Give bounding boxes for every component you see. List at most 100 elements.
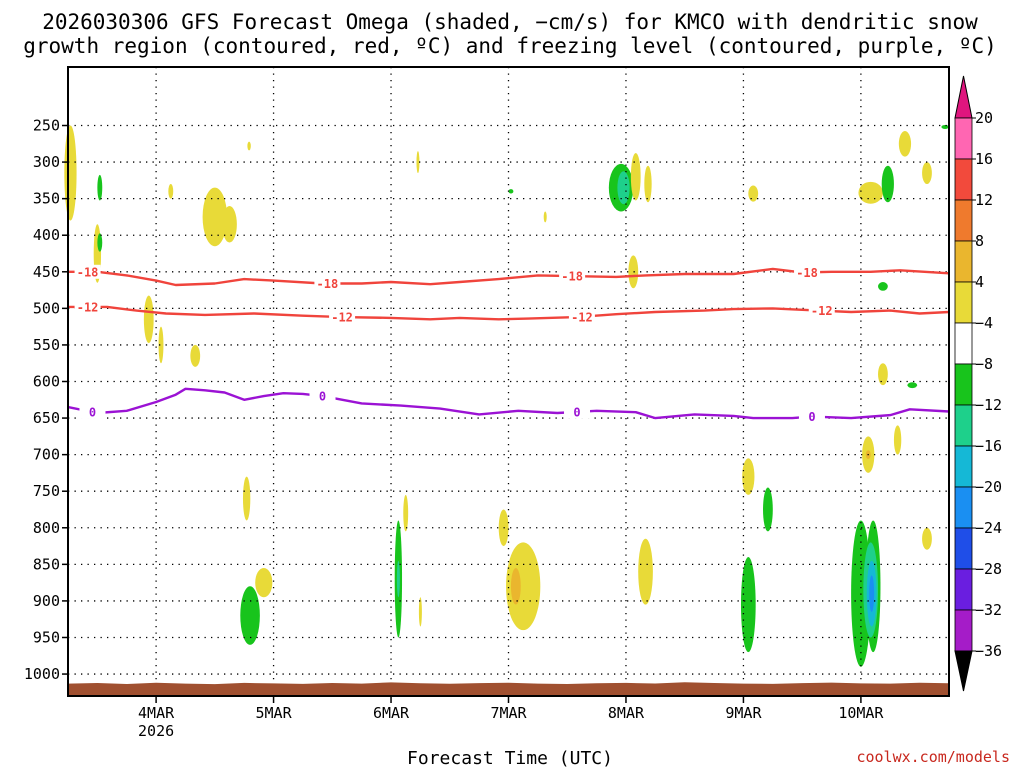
chart-title-line-1: 2026030306 GFS Forecast Omega (shaded, −… [42,10,978,34]
colorbar-band-1 [954,158,973,201]
y-tick-label-300: 300 [33,153,60,171]
omega-patch-19 [748,185,759,202]
omega-patch-44 [763,487,773,532]
y-tick-label-950: 950 [33,628,60,646]
omega-patch-28 [893,425,902,455]
omega-patch-8 [143,295,154,344]
omega-patch-12 [543,211,547,223]
omega-patch-4 [168,184,174,199]
contour-label--18: -18 [796,266,818,280]
contour-label-bg [74,299,101,314]
y-tick-label-800: 800 [33,519,60,537]
colorbar-band-0 [954,117,973,160]
omega-patch-18 [628,255,639,289]
contour-label-bg [798,409,825,424]
contour-label--18: -18 [77,265,99,279]
y-tick-label-700: 700 [33,446,60,464]
contour-label--12: -12 [571,310,593,324]
contour-label-bg [559,269,586,284]
colorbar-band-5 [954,322,973,365]
omega-patch-35 [396,560,400,598]
y-axis-ticks: 250 300 350 400 450 500 550 600 650 700 750 800 850 9… [24,117,68,683]
y-tick-label-500: 500 [33,299,60,317]
contour-label-bg [314,276,341,291]
x-tick-label-10MAR: 10MAR [838,704,884,722]
omega-patch-9 [158,326,164,364]
contour-label--12: -12 [331,311,353,325]
colorbar-band-2 [954,199,973,242]
terrain-layer [68,682,949,696]
colorbar-label: 12 [975,191,993,209]
colorbar-label: 16 [975,150,993,168]
omega-patch-27 [907,382,918,389]
colorbar-label: −24 [975,519,1002,537]
y-tick-label-750: 750 [33,482,60,500]
colorbar-band-12 [954,609,973,652]
y-tick-label-550: 550 [33,336,60,354]
omega-patch-49 [869,575,875,612]
omega-patch-21 [881,165,894,203]
omega-patch-32 [255,568,273,598]
omega-patch-31 [242,476,251,521]
omega-patch-10 [190,344,201,367]
colorbar-band-11 [954,568,973,611]
contour-label-0: 0 [319,390,326,404]
colorbar-label: −32 [975,601,1002,619]
omega-patch-42 [742,458,755,495]
contour-label-bg [79,404,106,419]
omega-patch-7 [247,141,251,151]
x-tick-label-8MAR: 8MAR [608,704,645,722]
omega-patch-33 [240,586,260,645]
colorbar-label: −28 [975,560,1002,578]
colorbar-label: 20 [975,109,993,127]
colorbar-band-3 [954,240,973,283]
colorbar-label: −20 [975,478,1002,496]
x-tick-label-6MAR: 6MAR [373,704,410,722]
colorbar-band-6 [954,363,973,406]
contour-label--18: -18 [561,270,583,284]
omega-patch-0 [64,125,77,221]
contour-label-0: 0 [573,405,580,419]
omega-patch-2 [97,174,103,201]
contour-label-0: 0 [808,410,815,424]
omega-patch-16 [630,152,641,201]
contour-label-bg [808,303,835,318]
omega-patch-50 [922,527,932,550]
omega-patch-6 [222,205,237,243]
y-tick-label-900: 900 [33,592,60,610]
x-tick-label-9MAR: 9MAR [725,704,762,722]
contour-label-bg [794,265,821,280]
colorbar-label: −12 [975,396,1002,414]
x-tick-label-5MAR: 5MAR [256,704,293,722]
contour-layer: -18 -18 -18 -18 -12 -12 -12 -12 0 0 0 0 [67,264,950,424]
colorbar-band-7 [954,404,973,447]
omega-patch-36 [403,494,409,532]
omega-patch-17 [644,165,652,203]
colorbar-label: −36 [975,642,1002,660]
contour-label-bg [309,389,336,404]
chart-title-line-2: growth region (contoured, red, ºC) and f… [23,34,997,58]
x-tick-label-4MAR: 4MAR [138,704,175,722]
y-tick-label-850: 850 [33,555,60,573]
x-axis-label: Forecast Time (UTC) [407,748,613,768]
colorbar-label: 8 [975,232,984,250]
y-tick-label-600: 600 [33,373,60,391]
y-tick-label-400: 400 [33,226,60,244]
omega-patch-43 [740,557,756,653]
omega-patch-22 [898,130,912,157]
y-tick-label-250: 250 [33,117,60,135]
contour-label-bg [568,309,595,324]
terrain-ground [68,682,949,696]
y-tick-label-450: 450 [33,263,60,281]
colorbar-label: −8 [975,355,993,373]
omega-patch-41 [638,538,653,605]
contour-label-0: 0 [89,405,96,419]
omega-patch-20 [858,181,883,204]
omega-shading-layer [64,124,949,667]
x-tick-label-7MAR: 7MAR [490,704,527,722]
omega-patch-3 [97,233,103,252]
colorbar-label: −16 [975,437,1002,455]
contour-line-0 [67,387,950,420]
